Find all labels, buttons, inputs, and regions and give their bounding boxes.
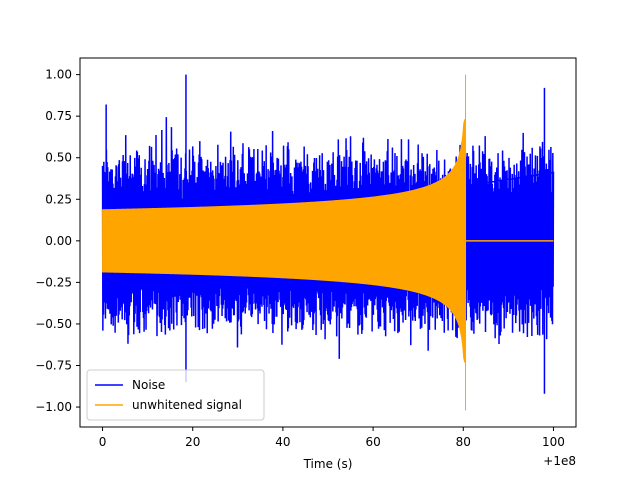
legend-label: Noise bbox=[132, 378, 165, 392]
x-tick-label: 0 bbox=[99, 435, 107, 449]
y-tick-label: 0.50 bbox=[45, 151, 72, 165]
x-tick-label: 20 bbox=[185, 435, 200, 449]
x-tick-label: 100 bbox=[542, 435, 565, 449]
y-tick-label: 0.75 bbox=[45, 109, 72, 123]
y-axis: −1.00 −0.75 −0.50 −0.25 0.00 0.25 0.50 0.75 1.00 bbox=[35, 68, 80, 414]
y-tick-label: −0.75 bbox=[35, 359, 72, 373]
x-tick-label: 80 bbox=[456, 435, 471, 449]
x-tick-label: 60 bbox=[365, 435, 380, 449]
y-tick-label: 0.25 bbox=[45, 192, 72, 206]
legend: Noise unwhitened signal bbox=[86, 369, 265, 421]
plot-area bbox=[79, 57, 577, 428]
x-axis-title: Time (s) bbox=[303, 457, 353, 471]
y-tick-label: −0.25 bbox=[35, 275, 72, 289]
plot-frame bbox=[79, 57, 577, 428]
legend-label: unwhitened signal bbox=[132, 398, 242, 412]
legend-box bbox=[86, 369, 265, 421]
y-tick-label: −1.00 bbox=[35, 400, 72, 414]
x-axis: 0 20 40 60 80 100 bbox=[99, 427, 565, 449]
series-signal-envelope bbox=[102, 74, 467, 411]
x-axis-offset: +1e8 bbox=[543, 454, 576, 468]
y-tick-label: 1.00 bbox=[45, 68, 72, 82]
y-tick-label: 0.00 bbox=[45, 234, 72, 248]
series-layer bbox=[101, 74, 555, 411]
x-tick-label: 40 bbox=[275, 435, 290, 449]
y-tick-label: −0.50 bbox=[35, 317, 72, 331]
